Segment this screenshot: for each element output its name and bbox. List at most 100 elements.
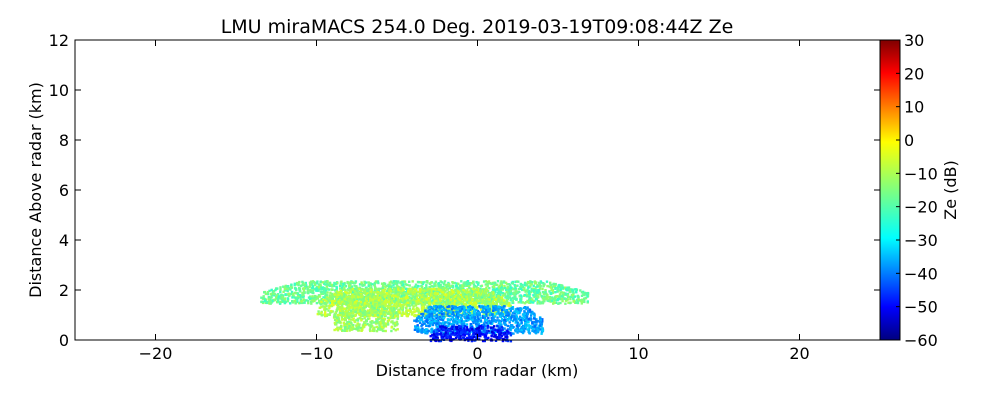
echo-pixel <box>347 282 350 285</box>
echo-pixel <box>326 313 329 316</box>
echo-pixel <box>380 315 384 318</box>
echo-pixel <box>448 308 451 311</box>
echo-pixel <box>340 300 344 303</box>
echo-pixel <box>356 303 360 306</box>
echo-pixel <box>364 304 367 308</box>
echo-pixel <box>415 318 418 321</box>
echo-pixel <box>275 295 278 299</box>
echo-pixel <box>265 301 268 305</box>
echo-pixel <box>321 290 324 294</box>
echo-pixel <box>480 308 483 311</box>
echo-pixel <box>348 303 351 307</box>
echo-pixel <box>287 292 290 295</box>
echo-pixel <box>387 295 390 298</box>
echo-pixel <box>527 330 530 333</box>
echo-pixel <box>437 296 440 299</box>
echo-pixel <box>394 304 397 307</box>
echo-pixel <box>335 309 338 313</box>
echo-pixel <box>375 304 379 307</box>
echo-pixel <box>343 317 347 320</box>
echo-pixel <box>463 307 466 310</box>
echo-pixel <box>290 286 294 289</box>
echo-pixel <box>453 305 456 308</box>
echo-pixel <box>513 310 516 313</box>
echo-pixel <box>357 293 360 297</box>
echo-pixel <box>392 322 395 325</box>
echo-pixel <box>457 295 460 298</box>
echo-pixel <box>504 319 507 322</box>
echo-pixel <box>520 301 523 304</box>
echo-pixel <box>442 307 446 310</box>
chart-title: LMU miraMACS 254.0 Deg. 2019-03-19T09:08… <box>221 16 734 38</box>
echo-pixel <box>580 294 584 297</box>
echo-pixel <box>286 289 289 293</box>
echo-pixel <box>440 296 443 300</box>
echo-pixel <box>335 328 338 331</box>
echo-pixel <box>422 312 425 316</box>
echo-pixel <box>390 313 393 316</box>
echo-pixel <box>535 289 538 292</box>
echo-pixel <box>449 303 452 306</box>
echo-pixel <box>382 311 385 314</box>
echo-pixel <box>486 280 489 284</box>
echo-pixel <box>441 291 444 294</box>
echo-pixel <box>388 293 391 296</box>
echo-pixel <box>377 326 381 329</box>
echo-pixel <box>427 287 430 291</box>
echo-pixel <box>321 300 324 303</box>
echo-pixel <box>430 281 433 284</box>
echo-pixel <box>334 315 337 318</box>
echo-pixel <box>429 309 432 313</box>
echo-pixel <box>283 298 286 301</box>
echo-pixel <box>409 309 413 312</box>
echo-pixel <box>507 290 510 293</box>
echo-pixel <box>420 286 424 289</box>
echo-pixel <box>316 312 319 316</box>
echo-pixel <box>354 288 357 291</box>
echo-pixel <box>451 294 454 298</box>
echo-pixel <box>475 289 478 292</box>
echo-pixel <box>498 313 501 316</box>
echo-pixel <box>418 314 421 317</box>
echo-pixel <box>484 305 488 309</box>
echo-pixel <box>311 286 314 290</box>
echo-pixel <box>384 288 387 291</box>
echo-pixel <box>422 310 425 313</box>
echo-pixel <box>449 331 453 334</box>
echo-pixel <box>467 310 471 314</box>
echo-pixel <box>459 313 462 317</box>
echo-pixel <box>377 328 380 331</box>
echo-region <box>413 305 545 335</box>
echo-pixel <box>398 295 401 298</box>
echo-pixel <box>390 309 394 312</box>
echo-pixel <box>406 296 409 299</box>
echo-pixel <box>347 320 351 323</box>
echo-pixel <box>473 290 476 293</box>
echo-pixel <box>481 308 485 312</box>
echo-pixel <box>477 291 481 295</box>
echo-pixel <box>492 317 495 320</box>
echo-pixel <box>442 323 445 327</box>
echo-pixel <box>381 287 385 290</box>
echo-pixel <box>307 296 311 299</box>
echo-pixel <box>448 322 451 325</box>
echo-pixel <box>500 296 504 300</box>
echo-pixel <box>481 289 484 293</box>
echo-pixel <box>421 287 424 290</box>
echo-pixel <box>269 302 272 305</box>
echo-pixel <box>514 329 517 332</box>
echo-pixel <box>521 301 525 304</box>
echo-pixel <box>314 294 317 298</box>
echo-pixel <box>425 289 428 292</box>
echo-pixel <box>406 283 409 287</box>
echo-pixel <box>427 306 430 309</box>
echo-pixel <box>501 306 504 309</box>
echo-pixel <box>565 288 568 291</box>
echo-pixel <box>446 301 450 304</box>
echo-pixel <box>460 302 463 306</box>
echo-pixel <box>523 314 527 317</box>
echo-pixel <box>513 288 516 291</box>
echo-pixel <box>383 282 387 286</box>
echo-pixel <box>520 326 524 329</box>
echo-pixel <box>266 291 270 294</box>
